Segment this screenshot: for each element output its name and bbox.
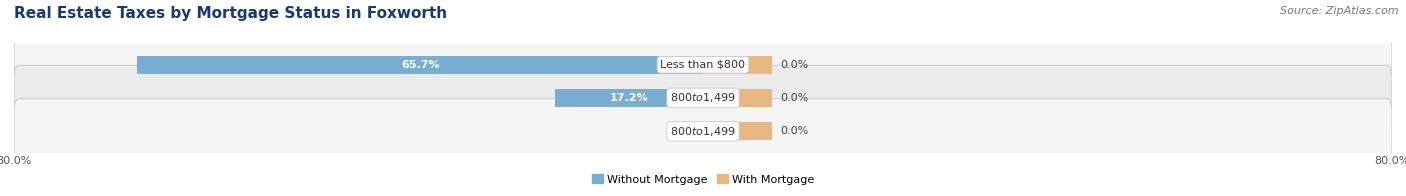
FancyBboxPatch shape	[14, 65, 1392, 131]
Bar	[703, 56, 772, 74]
Text: 0.0%: 0.0%	[666, 126, 695, 136]
Text: Source: ZipAtlas.com: Source: ZipAtlas.com	[1281, 6, 1399, 16]
Bar	[703, 89, 772, 107]
Text: $800 to $1,499: $800 to $1,499	[671, 125, 735, 138]
Text: 0.0%: 0.0%	[780, 93, 808, 103]
Text: 17.2%: 17.2%	[610, 93, 648, 103]
FancyBboxPatch shape	[14, 99, 1392, 164]
Text: 65.7%: 65.7%	[401, 60, 440, 70]
Bar	[703, 122, 772, 140]
Legend: Without Mortgage, With Mortgage: Without Mortgage, With Mortgage	[588, 170, 818, 189]
Text: 0.0%: 0.0%	[780, 126, 808, 136]
FancyBboxPatch shape	[14, 32, 1392, 97]
Bar	[138, 56, 703, 74]
Text: 0.0%: 0.0%	[780, 60, 808, 70]
Bar	[555, 89, 703, 107]
Text: Real Estate Taxes by Mortgage Status in Foxworth: Real Estate Taxes by Mortgage Status in …	[14, 6, 447, 21]
Text: $800 to $1,499: $800 to $1,499	[671, 92, 735, 104]
Text: Less than $800: Less than $800	[661, 60, 745, 70]
